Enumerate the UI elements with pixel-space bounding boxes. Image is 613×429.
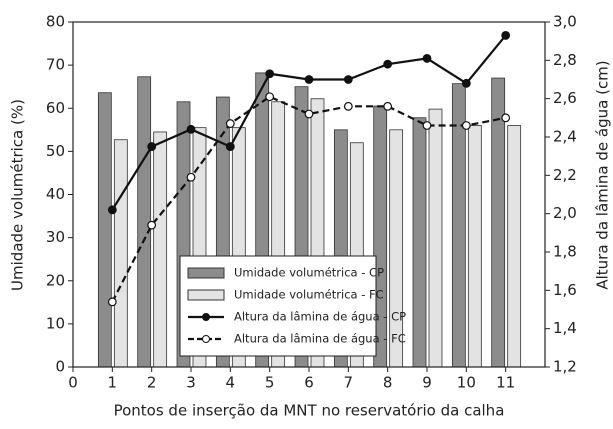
bar xyxy=(412,117,427,368)
y-tick-label: 60 xyxy=(46,99,65,117)
point xyxy=(225,119,235,128)
y-tick-label: 70 xyxy=(46,56,65,74)
legend-label: Altura da lâmina de água - CP xyxy=(234,310,406,324)
y2-tick-label: 2,6 xyxy=(553,89,577,107)
point xyxy=(383,101,393,111)
legend-marker xyxy=(202,335,210,343)
point xyxy=(147,220,157,230)
legend-label: Umidade volumétrica - FC xyxy=(234,288,384,302)
x-axis-label: Pontos de inserção da MNT no reservatóri… xyxy=(114,402,505,420)
point xyxy=(147,142,157,151)
y2-tick-label: 1,6 xyxy=(553,281,577,299)
x-tick-label: 0 xyxy=(68,374,78,392)
point xyxy=(186,124,196,134)
legend-label: Altura da lâmina de água - FC xyxy=(234,332,406,346)
y2-tick-label: 2,2 xyxy=(553,166,577,184)
y2-tick-label: 3,0 xyxy=(553,13,577,31)
x-tick-label: 11 xyxy=(496,374,515,392)
y-tick-label: 10 xyxy=(46,314,65,332)
x-tick-label: 8 xyxy=(383,374,393,392)
legend-swatch xyxy=(187,289,225,301)
y2-tick-label: 1,2 xyxy=(553,358,577,376)
point xyxy=(501,31,511,40)
bar xyxy=(137,76,152,368)
x-tick-label: 1 xyxy=(108,374,118,392)
bar xyxy=(507,125,522,368)
point xyxy=(343,75,353,84)
x-tick-label: 5 xyxy=(265,374,275,392)
y-tick-label: 30 xyxy=(46,228,65,246)
bar xyxy=(113,139,128,368)
point xyxy=(107,297,117,307)
y-tick-label: 80 xyxy=(46,13,65,31)
x-tick-label: 4 xyxy=(226,374,236,392)
y-axis-label: Umidade volumétrica (%) xyxy=(9,99,27,291)
legend-swatch xyxy=(187,267,225,279)
y-tick-label: 20 xyxy=(46,271,65,289)
point xyxy=(265,92,275,102)
point xyxy=(107,205,117,215)
point xyxy=(501,113,511,123)
x-tick-label: 2 xyxy=(147,374,157,392)
point xyxy=(225,142,235,151)
y2-axis-label: Altura da lâmina de água (cm) xyxy=(594,60,612,289)
point xyxy=(343,101,353,111)
bar xyxy=(97,92,112,368)
y-tick-label: 0 xyxy=(55,358,65,376)
bar xyxy=(153,131,168,368)
bar xyxy=(428,108,443,368)
y2-tick-label: 2,8 xyxy=(553,51,577,69)
point xyxy=(422,54,432,63)
x-tick-label: 10 xyxy=(457,374,476,392)
y-tick-label: 50 xyxy=(46,142,65,160)
point xyxy=(383,59,393,69)
point xyxy=(461,78,471,88)
x-tick-label: 3 xyxy=(186,374,196,392)
point xyxy=(186,172,196,182)
bar xyxy=(467,125,482,368)
line xyxy=(111,95,506,303)
y2-tick-label: 2,0 xyxy=(553,204,577,222)
line xyxy=(111,34,507,211)
point xyxy=(304,109,314,119)
legend-label: Umidade volumétrica - CP xyxy=(234,266,384,280)
point xyxy=(422,121,432,130)
x-tick-label: 7 xyxy=(344,374,354,392)
y-tick-label: 40 xyxy=(46,185,65,203)
x-tick-label: 9 xyxy=(422,374,432,392)
legend: Umidade volumétrica - CP Umidade volumétr… xyxy=(179,255,406,357)
x-tick-label: 6 xyxy=(304,374,314,392)
point xyxy=(265,69,275,79)
y2-tick-label: 1,4 xyxy=(553,319,577,337)
legend-marker xyxy=(202,313,210,321)
y2-tick-label: 1,8 xyxy=(553,243,577,261)
point xyxy=(304,75,314,84)
point xyxy=(461,121,471,130)
bar xyxy=(491,77,506,368)
y2-tick-label: 2,4 xyxy=(553,128,577,146)
